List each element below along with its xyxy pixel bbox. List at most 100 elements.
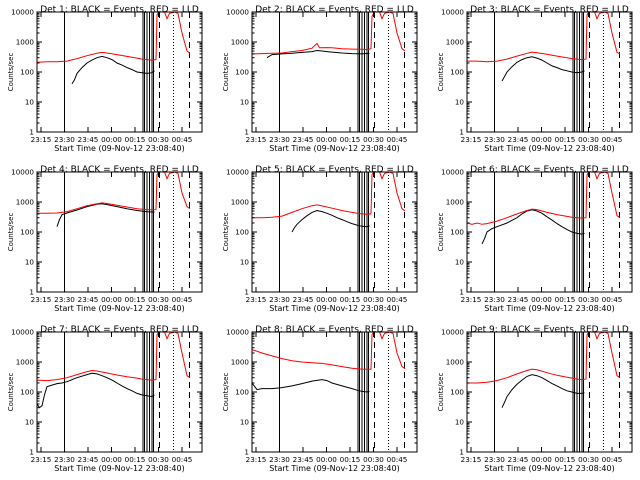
x-tick-label: 00:00	[101, 455, 122, 464]
y-axis-label: Counts/sec	[222, 53, 230, 92]
y-tick-label: 10	[455, 258, 465, 267]
y-axis-label: Counts/sec	[7, 53, 15, 92]
x-tick-label: 00:15	[340, 135, 361, 144]
panel-det-3: 1 10 100 1000 10000 23:15 23:30 23:45 00:00 00:15…	[437, 5, 633, 153]
y-axis-label: Counts/sec	[7, 213, 15, 252]
y-tick-label: 10	[240, 258, 250, 267]
y-tick-label: 1	[244, 128, 249, 137]
x-axis-label: Start Time (09-Nov-12 23:08:40)	[484, 144, 614, 153]
panel-title: Det 8: BLACK = Events, RED = LLD	[255, 325, 414, 335]
x-tick-label: 00:30	[148, 135, 169, 144]
plot-frame	[251, 331, 418, 453]
x-axis-label: Start Time (09-Nov-12 23:08:40)	[54, 304, 184, 313]
x-axis-label: Start Time (09-Nov-12 23:08:40)	[484, 464, 614, 473]
y-tick-label: 10	[455, 418, 465, 427]
y-tick-label: 1	[459, 448, 464, 457]
y-tick-label: 100	[20, 228, 34, 237]
x-tick-label: 00:15	[555, 455, 576, 464]
series-lld	[467, 332, 621, 384]
x-tick-label: 00:15	[340, 455, 361, 464]
plot-area	[252, 12, 406, 132]
plot-area	[467, 12, 621, 132]
x-axis-label: Start Time (09-Nov-12 23:08:40)	[54, 144, 184, 153]
x-tick-label: 00:00	[531, 295, 552, 304]
x-tick-label: 00:45	[387, 135, 408, 144]
y-tick-label: 100	[235, 388, 249, 397]
plot-area	[37, 12, 191, 132]
y-tick-label: 100	[20, 68, 34, 77]
x-tick-label: 00:15	[340, 295, 361, 304]
plot-frame	[251, 171, 418, 293]
series-lld	[37, 332, 191, 382]
y-tick-label: 1000	[16, 38, 35, 47]
y-tick-label: 1000	[231, 358, 250, 367]
x-tick-label: 00:00	[316, 455, 337, 464]
x-tick-label: 23:30	[54, 135, 75, 144]
x-axis-label: Start Time (09-Nov-12 23:08:40)	[269, 144, 399, 153]
series-lld	[252, 332, 406, 370]
y-tick-label: 100	[450, 68, 464, 77]
y-axis-label: Counts/sec	[222, 213, 230, 252]
x-tick-label: 00:00	[316, 135, 337, 144]
x-tick-label: 23:45	[508, 455, 529, 464]
panel-det-4: 1 10 100 1000 10000 23:15 23:30 23:45 00:00 00:15…	[7, 165, 203, 313]
x-tick-label: 23:30	[269, 455, 290, 464]
x-tick-label: 00:15	[125, 295, 146, 304]
plot-area	[37, 172, 191, 292]
x-tick-label: 23:45	[78, 295, 99, 304]
panel-title: Det 9: BLACK = Events, RED = LLD	[470, 325, 629, 335]
y-axis-label: Counts/sec	[7, 373, 15, 412]
plot-frame	[466, 171, 633, 293]
y-tick-label: 100	[450, 228, 464, 237]
y-axis-label: Counts/sec	[437, 373, 445, 412]
x-tick-label: 00:00	[531, 135, 552, 144]
x-tick-label: 23:30	[54, 295, 75, 304]
y-tick-label: 1	[29, 128, 34, 137]
y-axis-label: Counts/sec	[437, 213, 445, 252]
panel-title: Det 6: BLACK = Events, RED = LLD	[470, 165, 629, 175]
x-tick-label: 23:15	[31, 455, 52, 464]
y-tick-label: 1	[29, 288, 34, 297]
y-tick-label: 10000	[441, 8, 464, 17]
series-events	[501, 56, 585, 82]
y-tick-label: 10	[240, 98, 250, 107]
plot-frame	[466, 331, 633, 453]
series-events	[56, 203, 155, 227]
x-tick-label: 23:15	[246, 135, 267, 144]
plot-area	[467, 332, 621, 452]
x-tick-label: 23:30	[484, 455, 505, 464]
y-tick-label: 1	[459, 288, 464, 297]
series-events	[266, 49, 370, 59]
x-tick-label: 00:45	[387, 295, 408, 304]
panel-title: Det 1: BLACK = Events, RED = LLD	[40, 5, 199, 15]
series-lld	[467, 12, 621, 63]
series-lld	[252, 172, 406, 219]
y-tick-label: 1	[244, 448, 249, 457]
x-tick-label: 00:30	[148, 295, 169, 304]
series-events	[481, 209, 585, 245]
x-tick-label: 00:45	[172, 295, 193, 304]
y-tick-label: 1000	[231, 38, 250, 47]
plot-frame	[251, 11, 418, 133]
series-events	[71, 55, 155, 85]
y-tick-label: 10	[25, 258, 35, 267]
panel-det-6: 1 10 100 1000 10000 23:15 23:30 23:45 00:00 00:15…	[437, 165, 633, 313]
y-tick-label: 10000	[11, 328, 34, 337]
y-tick-label: 10000	[441, 328, 464, 337]
series-lld	[252, 12, 406, 55]
x-tick-label: 00:45	[602, 295, 623, 304]
panel-det-7: 1 10 100 1000 10000 23:15 23:30 23:45 00:00 00:15…	[7, 325, 203, 473]
y-tick-label: 10000	[11, 168, 34, 177]
x-tick-label: 00:15	[125, 455, 146, 464]
x-tick-label: 23:45	[293, 455, 314, 464]
x-tick-label: 00:30	[363, 135, 384, 144]
y-tick-label: 10	[25, 98, 35, 107]
plot-area	[467, 172, 621, 292]
panel-title: Det 5: BLACK = Events, RED = LLD	[255, 165, 414, 175]
x-axis-label: Start Time (09-Nov-12 23:08:40)	[269, 464, 399, 473]
x-tick-label: 00:45	[172, 455, 193, 464]
y-tick-label: 1000	[16, 198, 35, 207]
panel-title: Det 2: BLACK = Events, RED = LLD	[255, 5, 414, 15]
x-tick-label: 23:45	[508, 135, 529, 144]
x-tick-label: 23:45	[78, 455, 99, 464]
